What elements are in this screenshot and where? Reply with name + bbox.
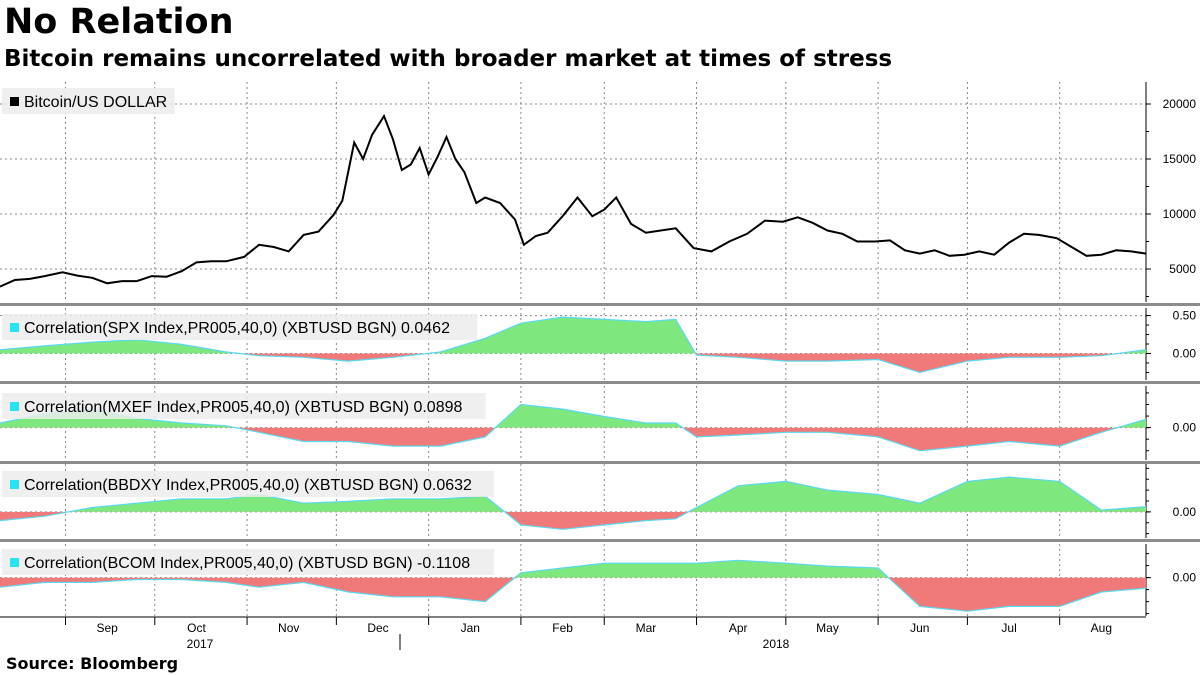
x-tick-label: Jun (910, 621, 929, 635)
chart-title: No Relation (4, 2, 234, 42)
legend-box (2, 88, 175, 114)
panel-separator (0, 461, 1200, 464)
correlation-line (0, 559, 1147, 612)
legend-label: Correlation(BBDXY Index,PR005,40,0) (XBT… (24, 477, 472, 494)
x-tick-label: Nov (278, 621, 299, 635)
legend-swatch (10, 402, 19, 411)
y-tick-label: 0.50 (1173, 309, 1197, 323)
panel-separator (0, 303, 1200, 306)
panel-separator (0, 539, 1200, 542)
panel-2: 0.50 0.00 Correlation(SPX Index,PR005,40,0… (0, 308, 1200, 384)
legend-swatch (10, 558, 19, 567)
x-tick-label: Jan (461, 621, 480, 635)
y-tick-label: 0.00 (1173, 421, 1197, 435)
y-tick-label: 20000 (1163, 97, 1197, 111)
legend-swatch (10, 323, 19, 332)
negative-correlation-area (0, 427, 1146, 451)
correlation-line (0, 316, 1147, 374)
y-tick-label: 5000 (1169, 262, 1196, 276)
y-tick-label: 0.00 (1173, 346, 1197, 360)
panel-4: 0.00 Correlation(BBDXY Index,PR005,40,0) … (0, 464, 1200, 542)
panel-3: 0.00 Correlation(MXEF Index,PR005,40,0) (… (0, 386, 1200, 464)
correlation-line (0, 403, 1147, 452)
positive-correlation-area (0, 477, 1146, 512)
legend-label: Correlation(MXEF Index,PR005,40,0) (XBTU… (24, 399, 463, 416)
positive-correlation-area (0, 317, 1146, 354)
year-label: 2018 (763, 637, 790, 651)
x-tick-label: Aug (1091, 621, 1112, 635)
legend-label: Correlation(SPX Index,PR005,40,0) (XBTUS… (24, 320, 450, 337)
legend-box (2, 549, 494, 575)
panel-5: 0.00 Correlation(BCOM Index,PR005,40,0) (… (0, 544, 1196, 616)
legend-label: Correlation(BCOM Index,PR005,40,0) (XBTU… (24, 555, 470, 572)
legend-box (2, 471, 494, 497)
negative-correlation-area (0, 577, 1146, 612)
y-tick-label: 0.00 (1173, 505, 1197, 519)
correlation-line (0, 476, 1147, 530)
chart-panels: 20000 15000 10000 5000 Bitcoin/US DOLLAR 0.50… (0, 82, 1200, 616)
bitcoin-price-line (0, 113, 1147, 288)
legend-box (2, 314, 478, 340)
panel-separator (0, 381, 1200, 384)
x-tick-label: Dec (367, 621, 388, 635)
positive-correlation-area (0, 404, 1146, 428)
legend-swatch (10, 480, 19, 489)
x-tick-label: May (816, 621, 839, 635)
y-tick-label: 15000 (1163, 152, 1197, 166)
x-tick-label: Feb (552, 621, 573, 635)
source-note: Source: Bloomberg (6, 654, 179, 673)
negative-correlation-area (0, 353, 1146, 373)
y-tick-label: 0.00 (1173, 571, 1197, 585)
legend-box (2, 393, 486, 419)
positive-correlation-area (514, 560, 889, 578)
year-label: 2017 (187, 637, 214, 651)
x-tick-label: Jul (1001, 621, 1016, 635)
y-tick-label: 10000 (1163, 207, 1197, 221)
panel-1: 20000 15000 10000 5000 Bitcoin/US DOLLAR (0, 82, 1200, 306)
x-tick-label: Mar (636, 621, 657, 635)
x-tick-label: Sep (96, 621, 118, 635)
x-tick-label: Oct (187, 621, 206, 635)
x-tick-label: Apr (729, 621, 748, 635)
negative-correlation-area (0, 511, 689, 530)
chart-subtitle: Bitcoin remains uncorrelated with broade… (4, 46, 893, 72)
legend-label: Bitcoin/US DOLLAR (24, 94, 167, 111)
x-axis: Sep Oct Nov Dec Jan Feb Mar Apr May Jun Jul Aug 2017… (0, 616, 1146, 651)
legend-swatch (10, 97, 19, 106)
